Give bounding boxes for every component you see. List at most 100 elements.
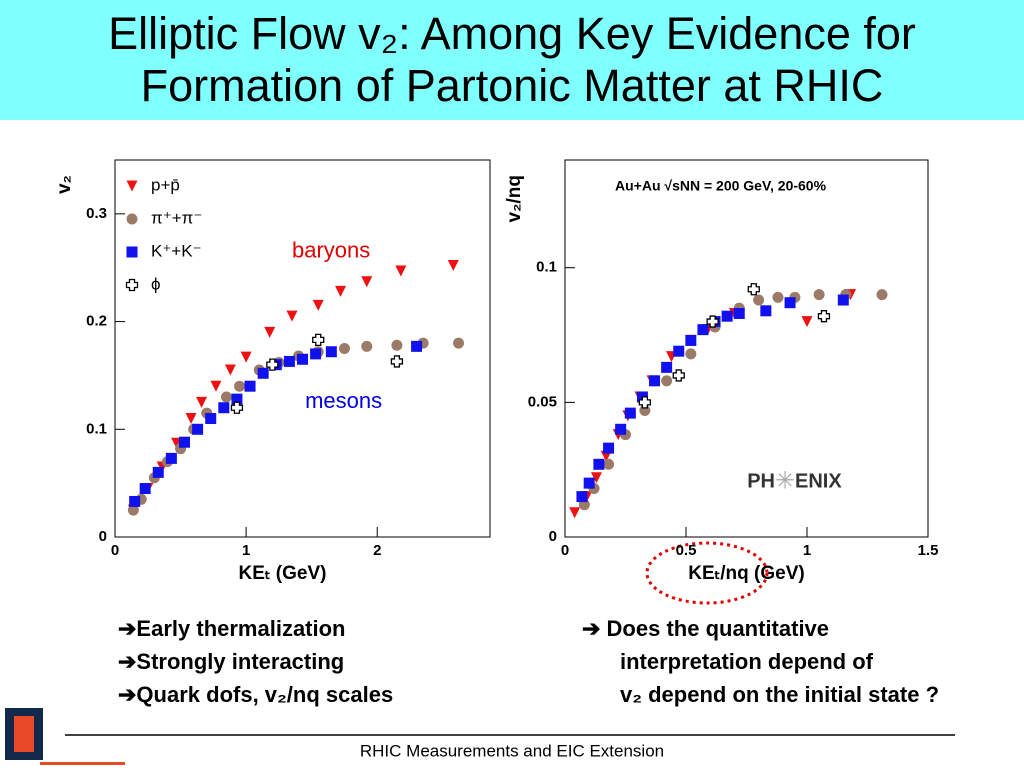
bullet: v₂ depend on the initial state ?	[620, 682, 939, 707]
x-axis-label: KEₜ/nq (GeV)	[688, 563, 804, 584]
marker	[139, 483, 151, 495]
marker	[583, 477, 595, 489]
bullet: ➔Quark dofs, v₂/nq scales	[118, 682, 393, 707]
marker	[721, 310, 733, 322]
y-tick-label: 0	[549, 528, 557, 545]
x-tick-label: 0	[111, 542, 119, 559]
footer: RHIC Measurements and EIC Extension	[360, 741, 664, 760]
marker	[603, 458, 615, 470]
title-box: Elliptic Flow v₂: Among Key Evidence for…	[108, 8, 916, 111]
marker	[205, 413, 217, 425]
marker	[220, 391, 232, 403]
marker	[257, 367, 269, 379]
marker	[224, 364, 236, 376]
title: Elliptic Flow v₂: Among Key Evidence for…	[108, 8, 916, 111]
legend-marker	[125, 278, 139, 292]
bullet: ➔Strongly interacting	[118, 649, 344, 674]
marker	[593, 458, 605, 470]
bullet: interpretation depend of	[620, 649, 874, 674]
marker	[576, 491, 588, 503]
marker	[234, 380, 246, 392]
marker	[310, 348, 322, 360]
legend-marker	[126, 213, 138, 225]
marker	[264, 326, 276, 338]
marker	[297, 353, 308, 365]
legend-label: π⁺+π⁻	[151, 208, 202, 227]
y-tick-label: 0.05	[528, 393, 557, 410]
marker	[231, 393, 243, 405]
logo: ENIX	[795, 470, 842, 492]
marker	[361, 276, 373, 288]
marker	[706, 315, 719, 328]
marker	[837, 294, 849, 306]
legend-label: ϕ	[151, 274, 161, 293]
x-tick-label: 2	[373, 542, 381, 559]
marker	[603, 442, 615, 454]
marker	[210, 380, 222, 392]
marker	[569, 507, 581, 519]
marker	[283, 355, 295, 367]
marker	[673, 345, 685, 357]
marker	[615, 423, 627, 435]
logo-star: ✳	[775, 467, 795, 494]
marker	[129, 495, 141, 507]
legend-marker	[126, 246, 138, 258]
x-tick-label: 0.5	[676, 542, 697, 559]
logo-i	[14, 716, 34, 752]
x-tick-label: 0	[561, 542, 569, 559]
legend-marker	[126, 180, 138, 192]
y-axis-label: v₂	[54, 175, 75, 194]
marker	[266, 358, 279, 371]
title-banner	[0, 0, 1024, 120]
marker	[185, 413, 197, 425]
annotation: mesons	[305, 388, 382, 413]
marker	[624, 407, 636, 419]
marker	[230, 401, 244, 414]
y-axis-label: v₂/nq	[504, 175, 525, 223]
marker	[152, 466, 164, 478]
marker	[335, 285, 347, 297]
marker	[685, 334, 697, 346]
marker	[733, 307, 745, 319]
annotation: Au+Au √sNN = 200 GeV, 20-60%	[615, 178, 827, 194]
x-tick-label: 1	[803, 542, 811, 559]
y-tick-label: 0	[99, 528, 107, 545]
legend-label: K⁺+K⁻	[151, 241, 202, 260]
highlight-ellipse	[645, 541, 769, 605]
marker	[325, 346, 337, 358]
marker	[685, 348, 697, 360]
logo: PH	[747, 470, 775, 492]
annotation: baryons	[292, 237, 370, 262]
marker	[390, 355, 404, 368]
y-tick-label: 0.1	[536, 259, 557, 276]
marker	[127, 504, 139, 516]
marker	[312, 333, 325, 347]
marker	[286, 310, 298, 322]
marker	[218, 402, 230, 414]
marker	[361, 340, 373, 352]
marker	[661, 375, 673, 387]
marker	[661, 361, 673, 373]
marker	[753, 294, 765, 306]
plot-frame	[564, 159, 929, 538]
bullet: ➔ Does the quantitative	[582, 616, 829, 641]
marker	[590, 472, 602, 484]
x-axis-label: KEₜ (GeV)	[239, 563, 327, 584]
bullet: ➔Early thermalization	[118, 616, 346, 641]
y-tick-label: 0.2	[86, 313, 107, 330]
marker	[395, 265, 407, 277]
y-tick-label: 0.3	[86, 205, 107, 222]
marker	[453, 337, 465, 349]
marker	[240, 351, 252, 363]
marker	[784, 297, 796, 309]
y-tick-label: 0.1	[86, 420, 107, 437]
plot-frame	[114, 159, 491, 538]
legend-label: p+p̄	[151, 175, 180, 194]
marker	[817, 310, 831, 323]
marker	[165, 452, 177, 464]
marker	[747, 283, 760, 296]
marker	[244, 380, 256, 392]
marker	[772, 291, 784, 303]
marker	[391, 339, 403, 351]
